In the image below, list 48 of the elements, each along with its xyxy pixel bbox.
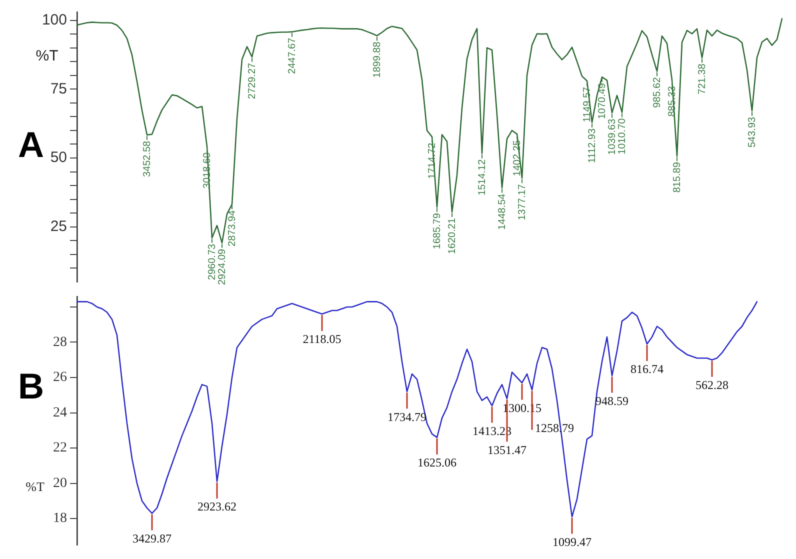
y-axis-title: %T (36, 48, 58, 65)
annotation: 2960.73 (206, 243, 218, 280)
annotation: 721.38 (696, 63, 708, 94)
annotation: 985.62 (652, 76, 663, 108)
annotation: 3429.87 (132, 531, 172, 546)
y-tick-label: 18 (53, 511, 67, 526)
annotation: 2118.05 (302, 332, 342, 346)
text: B (18, 365, 44, 406)
y-tick-label: 28 (53, 334, 67, 350)
y-tick-label: 100 (42, 11, 67, 28)
annotation: 885.33 (666, 86, 678, 117)
annotation: 1149.57 (582, 86, 593, 122)
y-tick-label: 26 (53, 370, 67, 386)
annotation: 1714.72 (426, 142, 438, 179)
annotation: 816.74 (630, 362, 664, 376)
annotation: 1099.47 (552, 534, 592, 549)
y-tick-label: 75 (50, 80, 67, 98)
annotation: 1070.49 (596, 82, 608, 120)
annotation: 2447.67 (286, 37, 298, 74)
annotation: 815.89 (672, 162, 683, 193)
annotation: 2873.94 (226, 210, 238, 246)
annotation: 1010.70 (616, 118, 628, 154)
annotation: 1402.25 (512, 140, 523, 176)
annotation: 1112.93 (586, 128, 598, 164)
annotation: 2924.09 (216, 248, 228, 286)
y-tick-label: 20 (53, 476, 67, 491)
annotation: 1625.06 (418, 456, 456, 470)
annotation: 1514.12 (476, 158, 488, 196)
y-tick-label: 24 (53, 405, 67, 420)
annotation: 1039.63 (606, 118, 618, 155)
y-tick-label: 25 (50, 218, 67, 236)
annotation: 1899.88 (372, 41, 383, 78)
annotation: 543.93 (746, 116, 758, 148)
annotation: 1685.79 (432, 212, 443, 250)
y-tick-label: 50 (50, 149, 67, 166)
annotation: 562.28 (696, 378, 728, 392)
text: A (18, 124, 44, 165)
annotation: 948.59 (596, 394, 628, 408)
annotation: 2923.62 (198, 500, 236, 514)
y-tick-label: 22 (53, 440, 67, 456)
annotation: 3018.60 (202, 152, 213, 189)
annotation: 3452.58 (142, 140, 153, 178)
y-axis-title: %T (26, 479, 44, 494)
annotation: 1448.54 (496, 193, 508, 230)
annotation: 2729.27 (246, 62, 258, 100)
annotation: 1620.21 (446, 218, 458, 254)
annotation: 1377.17 (516, 184, 528, 220)
annotation: 1351.47 (488, 442, 526, 457)
